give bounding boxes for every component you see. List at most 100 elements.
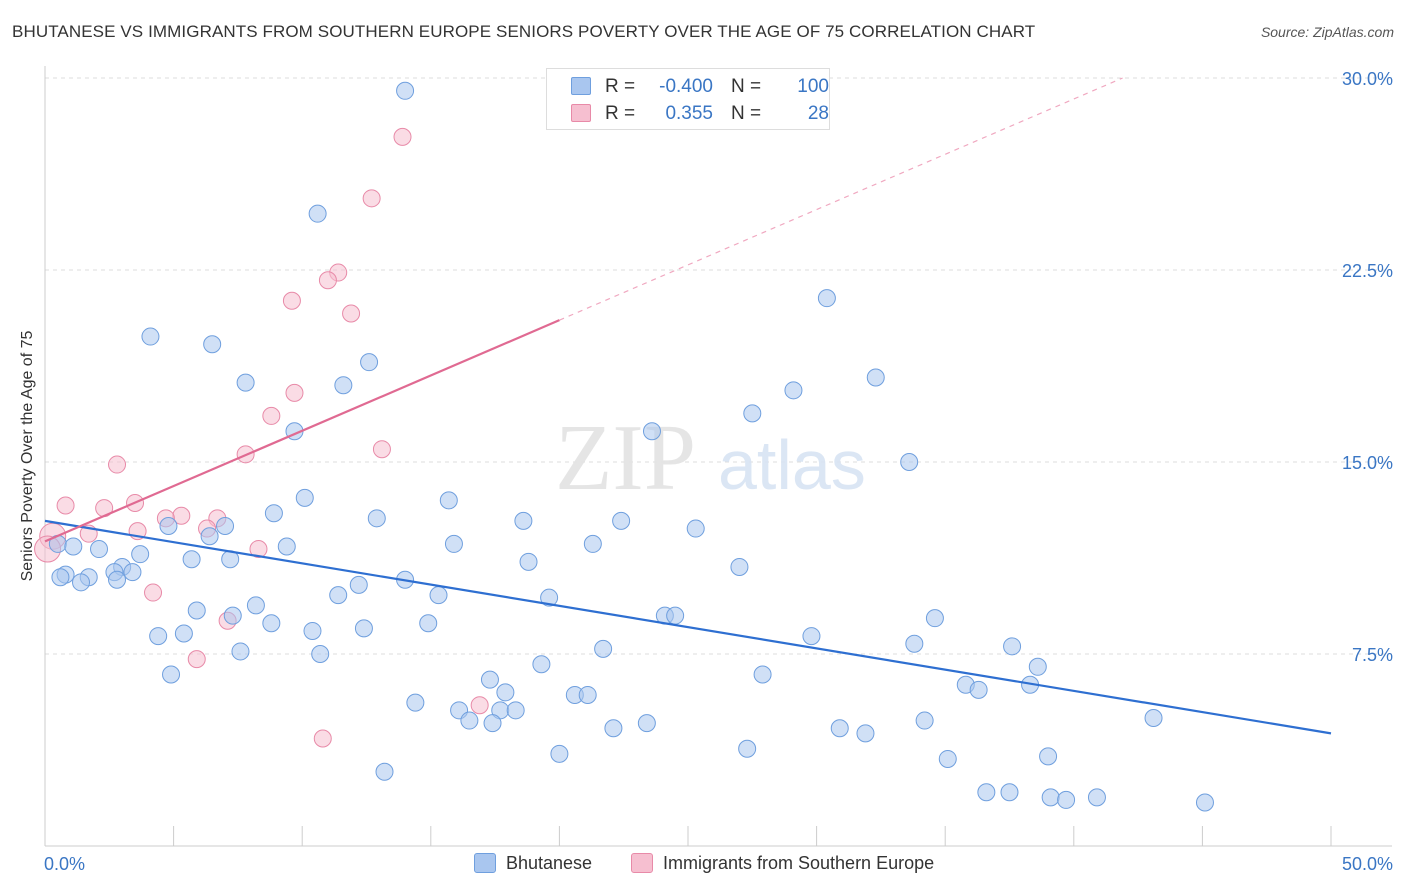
- bhutanese-point: [375, 762, 394, 781]
- legend-label-immigrants: Immigrants from Southern Europe: [663, 853, 935, 873]
- bhutanese-point: [666, 606, 685, 625]
- immigrants-point: [285, 383, 304, 402]
- legend-swatch-bhutanese: [571, 77, 591, 95]
- axes: [44, 66, 1392, 847]
- bhutanese-point: [1087, 788, 1106, 807]
- bhutanese-point: [51, 568, 70, 587]
- bhutanese-point: [637, 714, 656, 733]
- bhutanese-point: [90, 540, 109, 559]
- immigrants-point: [56, 496, 75, 515]
- watermark: ZIP atlas: [555, 406, 866, 510]
- bhutanese-point: [1144, 709, 1163, 727]
- x-tick-label-0: 0.0%: [44, 854, 85, 874]
- bhutanese-point: [514, 511, 533, 530]
- bhutanese-point: [817, 289, 836, 308]
- bhutanese-point: [334, 376, 353, 395]
- bhutanese-point: [604, 719, 623, 738]
- bhutanese-point: [444, 534, 463, 553]
- bhutanese-point: [303, 621, 322, 640]
- bhutanese-point: [612, 511, 631, 530]
- bhutanese-point: [406, 693, 425, 712]
- watermark-atlas: atlas: [718, 426, 866, 504]
- bhutanese-point: [753, 665, 772, 684]
- legend-swatch-immigrants: [571, 104, 591, 122]
- immigrants-trend-extension: [559, 77, 1123, 321]
- bhutanese-point: [1195, 793, 1214, 812]
- bhutanese-point: [738, 739, 757, 758]
- bhutanese-point: [246, 596, 265, 615]
- immigrants-point: [144, 583, 163, 602]
- immigrants-point: [372, 440, 391, 459]
- y-tick-label-2: 22.5%: [1342, 261, 1393, 281]
- x-tick-label-1: 50.0%: [1342, 854, 1393, 874]
- bhutanese-point: [856, 724, 875, 743]
- y-tick-label-3: 30.0%: [1342, 69, 1393, 89]
- n-label: N =: [731, 103, 762, 124]
- legend-swatch-immigrants: [631, 853, 653, 873]
- bhutanese-point: [295, 488, 314, 507]
- immigrants-point: [249, 540, 268, 559]
- bhutanese-trend-line: [44, 519, 1332, 735]
- bhutanese-point: [349, 575, 368, 594]
- bhutanese-point: [174, 624, 193, 643]
- immigrants-point: [318, 271, 337, 290]
- bhutanese-point: [532, 655, 551, 674]
- bhutanese-point: [506, 701, 525, 720]
- series-bhutanese-points: [48, 81, 1214, 812]
- bhutanese-point: [460, 711, 479, 730]
- source-label: Source: ZipAtlas.com: [1260, 24, 1394, 40]
- bhutanese-point: [519, 552, 538, 571]
- bhutanese-point: [236, 373, 255, 392]
- y-tick-label-0: 7.5%: [1352, 645, 1393, 665]
- bhutanese-point: [429, 586, 448, 605]
- bhutanese-point: [866, 368, 885, 387]
- bhutanese-point: [686, 519, 705, 538]
- bhutanese-point: [367, 509, 386, 528]
- bhutanese-point: [743, 404, 762, 423]
- bhutanese-point: [483, 714, 502, 733]
- bhutanese-point: [830, 719, 849, 738]
- r-value: 0.355: [665, 103, 713, 124]
- immigrants-point: [470, 696, 489, 715]
- bhutanese-point: [915, 711, 934, 730]
- bhutanese-point: [141, 327, 160, 346]
- trend-lines: [44, 77, 1332, 735]
- bhutanese-point: [131, 545, 150, 564]
- y-tick-label-1: 15.0%: [1342, 453, 1393, 473]
- immigrants-point: [187, 650, 206, 669]
- legend-label-bhutanese: Bhutanese: [506, 853, 593, 873]
- bhutanese-point: [108, 570, 127, 589]
- bhutanese-point: [802, 627, 821, 646]
- watermark-zip: ZIP: [555, 406, 696, 510]
- bhutanese-point: [419, 614, 438, 633]
- r-value: -0.400: [659, 76, 713, 97]
- correlation-legend: R = -0.400 N = 100 R = 0.355 N = 28: [546, 68, 830, 130]
- bhutanese-point: [642, 422, 661, 441]
- legend-swatch-bhutanese: [474, 853, 496, 873]
- bhutanese-point: [550, 744, 569, 763]
- r-label: R =: [605, 103, 636, 124]
- bhutanese-point: [200, 527, 219, 546]
- bhutanese-point: [938, 749, 957, 768]
- bhutanese-point: [159, 517, 178, 535]
- bhutanese-point: [439, 491, 458, 510]
- bhutanese-point: [360, 353, 379, 372]
- bhutanese-point: [784, 381, 803, 400]
- immigrants-point: [393, 127, 412, 146]
- bhutanese-point: [1028, 657, 1047, 676]
- immigrants-point: [313, 729, 332, 748]
- tick-labels: 7.5% 15.0% 22.5% 30.0% 0.0% 50.0%: [44, 69, 1393, 874]
- chart-title: BHUTANESE VS IMMIGRANTS FROM SOUTHERN EU…: [12, 22, 1036, 41]
- bhutanese-point: [1039, 747, 1058, 766]
- bhutanese-point: [540, 588, 559, 607]
- bhutanese-point: [900, 453, 919, 471]
- n-value: 100: [797, 76, 829, 97]
- bhutanese-point: [329, 586, 348, 605]
- bhutanese-point: [1041, 788, 1060, 807]
- n-value: 28: [807, 103, 829, 124]
- bhutanese-point: [277, 537, 296, 556]
- immigrants-point: [282, 291, 301, 310]
- bhutanese-point: [72, 573, 91, 592]
- bhutanese-point: [262, 614, 281, 633]
